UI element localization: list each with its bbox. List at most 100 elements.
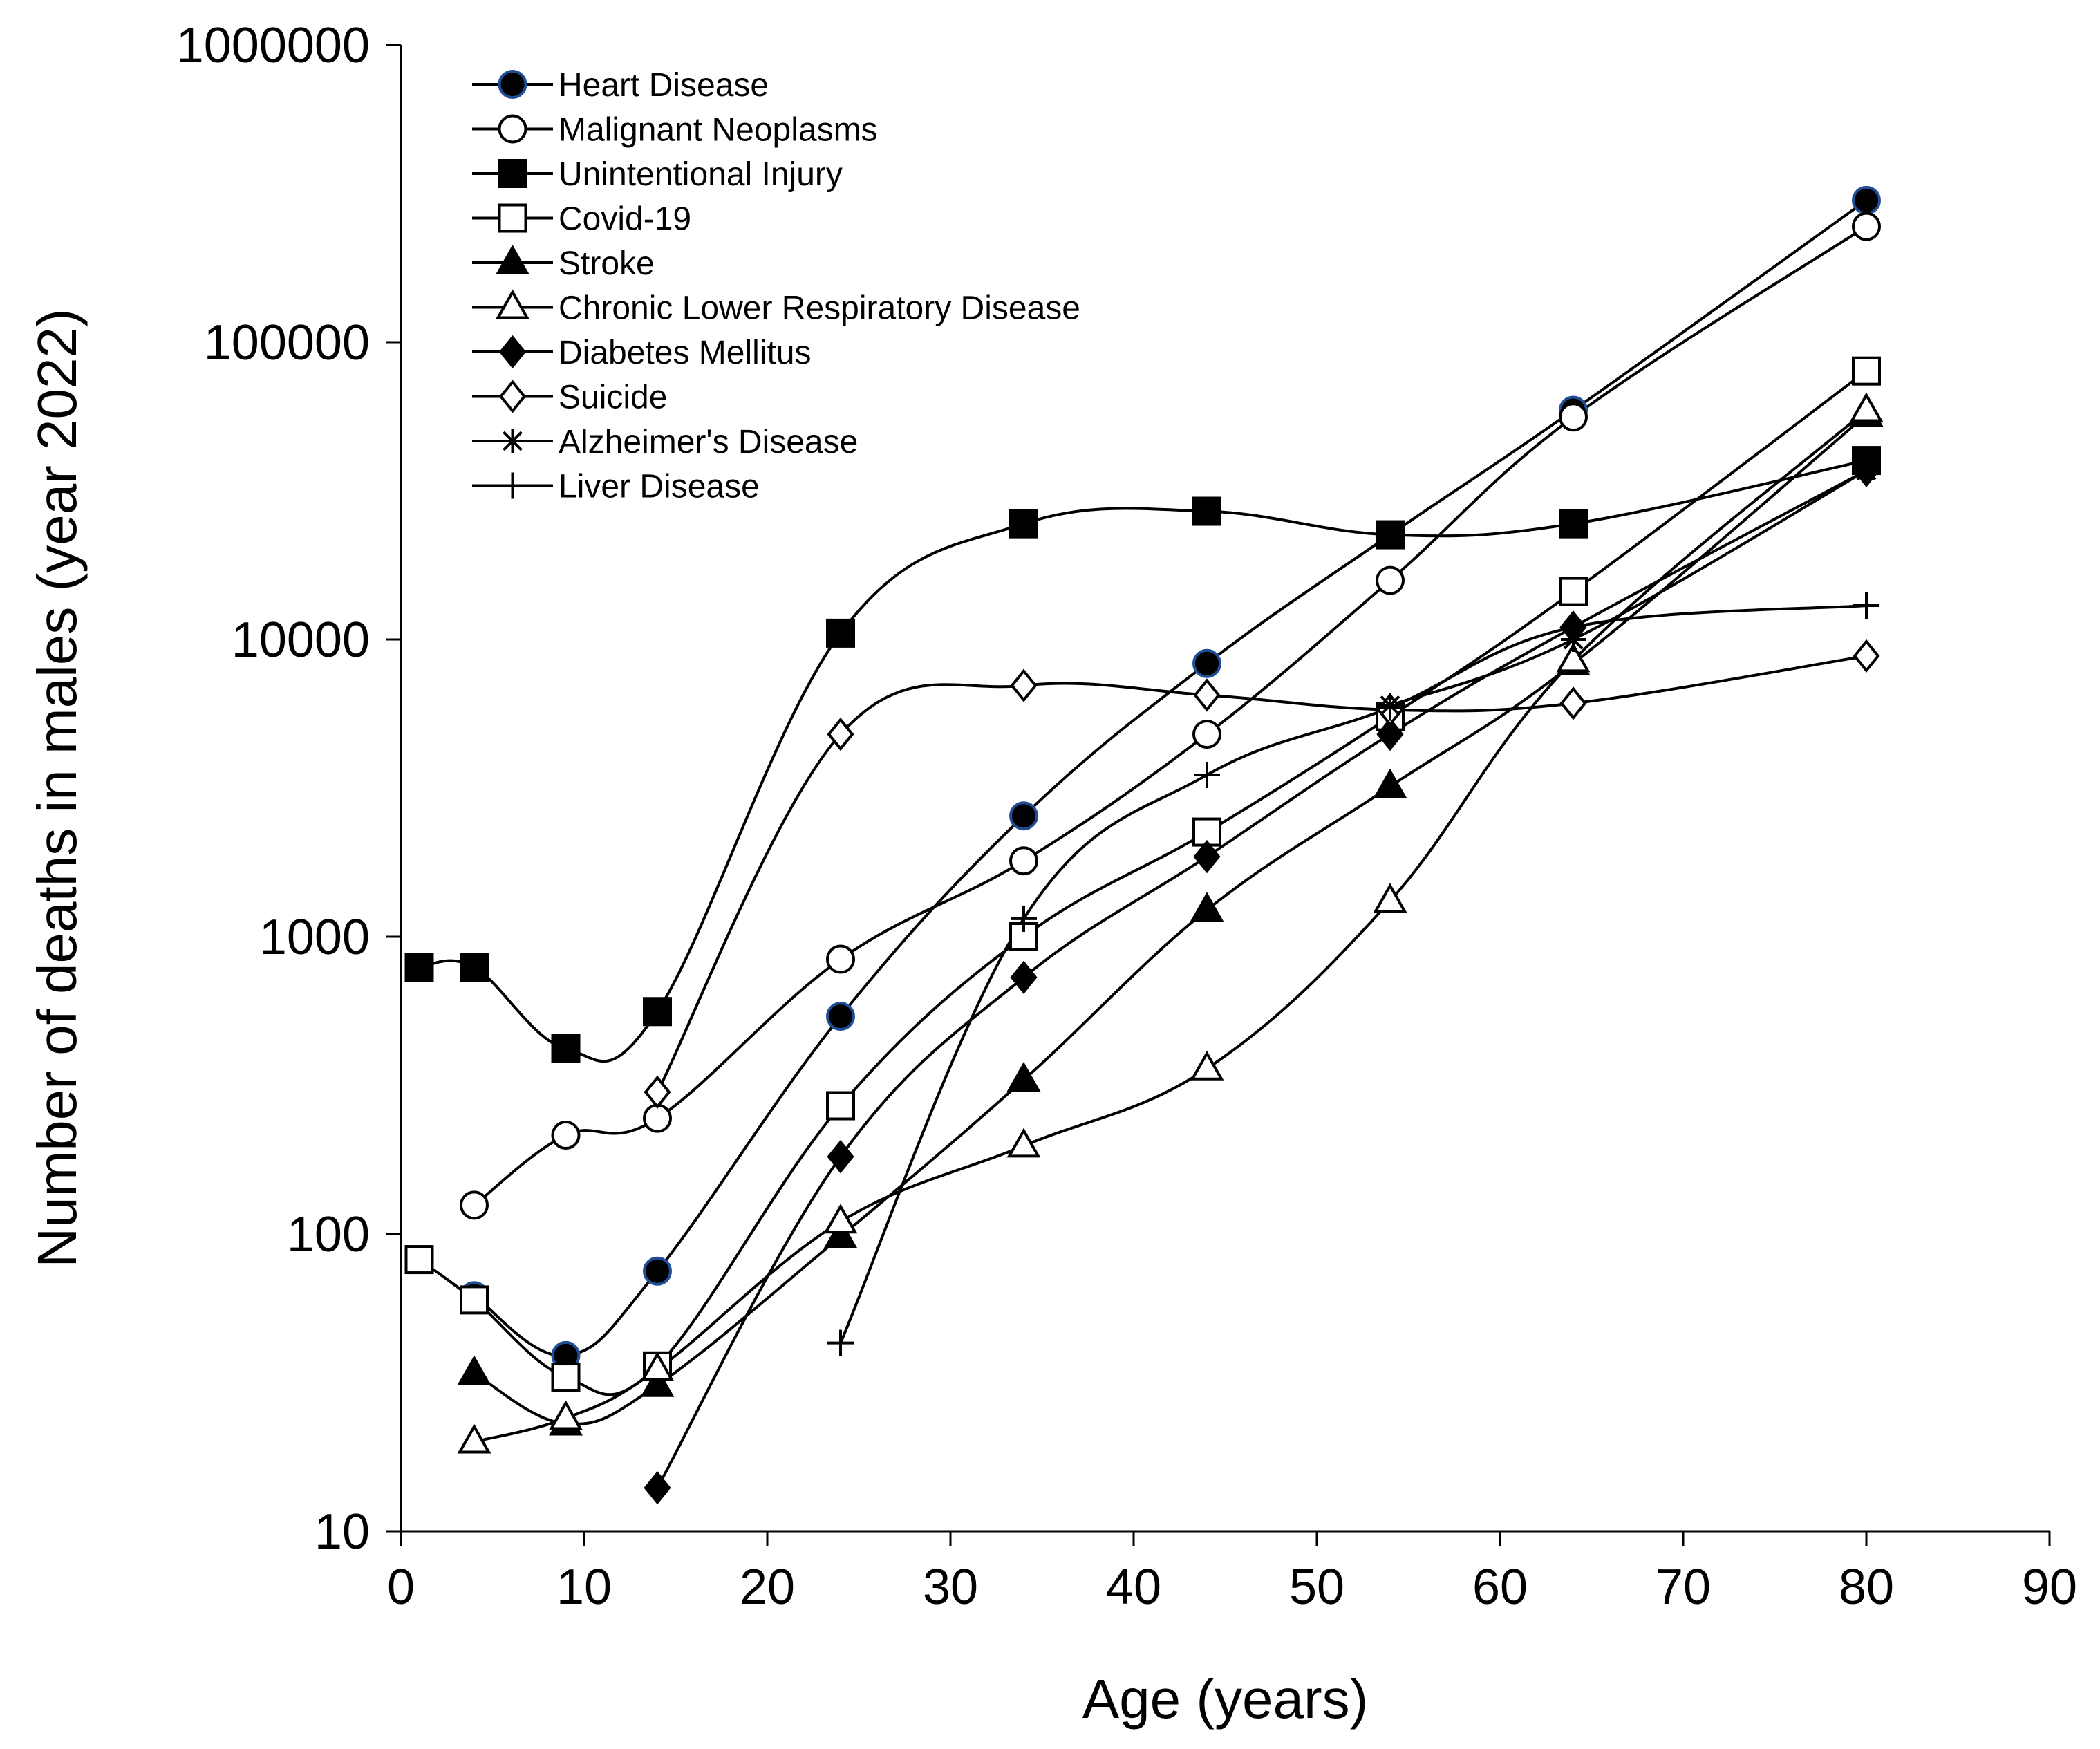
data-point-heart-disease (1852, 185, 1881, 215)
x-tick-label: 70 (1656, 1560, 1711, 1615)
data-point-chronic-lower-respiratory-disease (457, 1423, 491, 1454)
series-points-chronic-lower-respiratory-disease (457, 392, 1884, 1454)
legend-label: Stroke (559, 245, 655, 282)
legend-label: Heart Disease (559, 67, 769, 104)
data-point-liver-disease (1853, 592, 1879, 619)
legend-label: Malignant Neoplasms (559, 112, 878, 149)
data-point-chronic-lower-respiratory-disease (1190, 1050, 1224, 1081)
data-point-stroke (1190, 892, 1224, 922)
axes: 0 10 20 30 40 50 60 70 80 90 10 100 1000 10000 100000 1… (176, 18, 2077, 1615)
data-point-unintentional-injury (826, 618, 855, 648)
data-point-liver-disease (1560, 614, 1586, 641)
data-point-malignant-neoplasms (1376, 565, 1405, 595)
data-point-chronic-lower-respiratory-disease (823, 1204, 858, 1234)
y-axis-title: Number of deaths in males (year 2022) (26, 308, 88, 1267)
data-point-heart-disease (1009, 801, 1038, 831)
legend-item-unintentional-injury: Unintentional Injury (472, 156, 843, 193)
legend-marker-liver-disease (499, 472, 526, 499)
x-tick-label: 10 (556, 1560, 612, 1615)
series-points-liver-disease (827, 592, 1879, 1356)
data-point-covid-19 (404, 1245, 434, 1275)
legend-item-alzheimer-s-disease: Alzheimer's Disease (472, 424, 858, 460)
series-points-alzheimer-s-disease (1378, 458, 1879, 718)
y-tick-label: 1000000 (176, 18, 370, 73)
series-points-malignant-neoplasms (460, 212, 1881, 1220)
series-line-stroke (474, 413, 1868, 1425)
legend-marker-suicide (498, 380, 527, 413)
x-tick-label: 40 (1106, 1560, 1161, 1615)
series-points-stroke (457, 396, 1884, 1436)
data-point-liver-disease (1194, 762, 1220, 789)
legend-item-stroke: Stroke (472, 244, 655, 282)
data-point-stroke (457, 1355, 491, 1385)
x-tick-label: 0 (387, 1560, 415, 1615)
data-point-chronic-lower-respiratory-disease (1556, 642, 1591, 673)
data-point-unintentional-injury (404, 953, 434, 982)
data-point-diabetes-mellitus (1376, 717, 1404, 751)
legend-label: Liver Disease (559, 469, 760, 505)
data-point-unintentional-injury (1192, 496, 1221, 526)
data-point-covid-19 (551, 1363, 581, 1392)
legend-label: Chronic Lower Respiratory Disease (559, 290, 1080, 327)
legend-item-malignant-neoplasms: Malignant Neoplasms (472, 112, 878, 149)
legend-marker-chronic-lower-respiratory-disease (496, 289, 529, 319)
x-tick-label: 50 (1289, 1560, 1344, 1615)
data-point-diabetes-mellitus (1010, 960, 1038, 994)
data-point-heart-disease (1192, 648, 1221, 678)
data-point-suicide (1010, 668, 1038, 702)
data-point-suicide (644, 1075, 671, 1110)
legend-label: Diabetes Mellitus (559, 335, 811, 371)
data-point-stroke (1006, 1061, 1041, 1092)
data-point-heart-disease (643, 1256, 672, 1286)
series-points-covid-19 (404, 356, 1881, 1392)
legend-marker-stroke (496, 244, 529, 274)
series-line-malignant-neoplasms (473, 225, 1868, 1206)
series-line-covid-19 (418, 370, 1868, 1396)
series-line-chronic-lower-respiratory-disease (474, 409, 1868, 1443)
y-tick-label: 1000 (259, 910, 370, 965)
y-tick-label: 10000 (232, 612, 370, 668)
legend-label: Alzheimer's Disease (559, 424, 858, 460)
data-point-stroke (1373, 768, 1407, 798)
series-points-diabetes-mellitus (644, 453, 1880, 1505)
legend-item-diabetes-mellitus: Diabetes Mellitus (472, 335, 811, 371)
legend-item-covid-19: Covid-19 (472, 201, 691, 238)
data-point-covid-19 (826, 1091, 855, 1121)
legend-marker-heart-disease (498, 70, 527, 99)
data-point-stroke (640, 1367, 675, 1397)
data-point-liver-disease (1377, 694, 1403, 721)
data-point-unintentional-injury (1376, 520, 1405, 550)
legend-label: Covid-19 (559, 201, 691, 238)
legend-item-heart-disease: Heart Disease (472, 67, 769, 104)
data-point-malignant-neoplasms (1559, 402, 1588, 432)
series-line-diabetes-mellitus (656, 469, 1867, 1489)
data-point-chronic-lower-respiratory-disease (1373, 883, 1407, 913)
data-point-liver-disease (1011, 905, 1037, 932)
x-tick-label: 90 (2022, 1560, 2077, 1615)
x-tick-label: 30 (923, 1560, 978, 1615)
x-tick-label: 80 (1839, 1560, 1894, 1615)
y-tick-label: 100 (287, 1207, 370, 1262)
data-point-suicide (1559, 686, 1587, 720)
legend-item-chronic-lower-respiratory-disease: Chronic Lower Respiratory Disease (472, 289, 1080, 327)
series-line-heart-disease (473, 199, 1868, 1357)
data-point-covid-19 (1852, 356, 1881, 386)
series-line-unintentional-injury (419, 459, 1867, 1063)
series-line-alzheimer-s-disease (1389, 469, 1867, 707)
data-point-stroke (823, 1218, 858, 1248)
data-point-diabetes-mellitus (644, 1470, 671, 1505)
data-point-chronic-lower-respiratory-disease (1006, 1128, 1041, 1158)
data-point-malignant-neoplasms (1009, 846, 1038, 876)
data-point-covid-19 (460, 1285, 489, 1315)
data-point-unintentional-injury (1009, 509, 1038, 539)
legend-marker-covid-19 (498, 203, 527, 233)
data-point-diabetes-mellitus (827, 1139, 854, 1174)
legend-marker-alzheimer-s-disease (500, 429, 525, 453)
series-points-suicide (644, 639, 1880, 1110)
data-point-covid-19 (1559, 577, 1588, 606)
data-point-suicide (1193, 678, 1221, 712)
data-point-unintentional-injury (551, 1034, 581, 1064)
data-point-heart-disease (826, 1002, 855, 1031)
data-point-suicide (827, 717, 854, 751)
